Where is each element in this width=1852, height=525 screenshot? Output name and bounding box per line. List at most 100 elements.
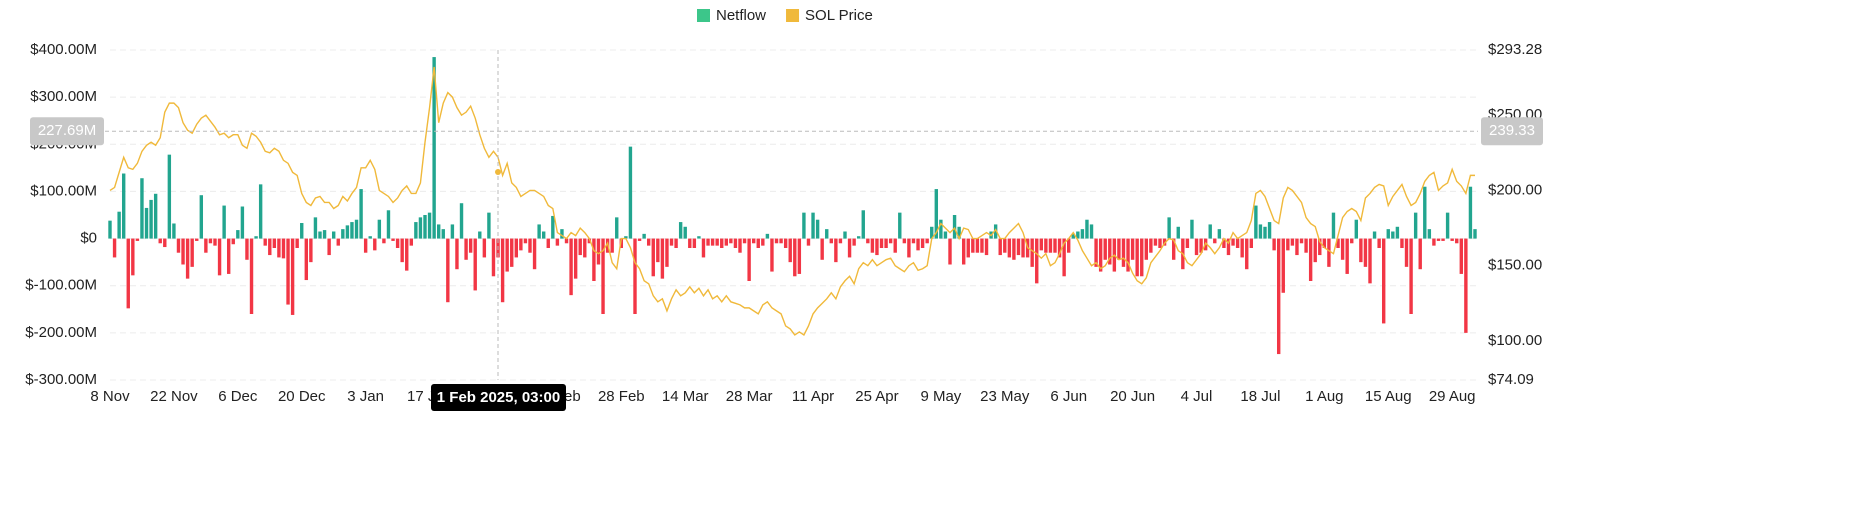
- crosshair-y-box: [30, 117, 104, 146]
- x-tick-label: 20 Dec: [278, 388, 326, 405]
- x-tick-label: 18 Jul: [1240, 388, 1280, 405]
- bar: [669, 238, 674, 246]
- y-tick-label: $-100.00M: [25, 277, 97, 294]
- bar: [729, 238, 733, 244]
- bar: [1331, 212, 1336, 239]
- bar: [181, 238, 185, 265]
- x-tick-label: 8 Nov: [90, 388, 130, 405]
- bar: [637, 238, 642, 241]
- bar: [263, 238, 267, 246]
- bar: [272, 238, 277, 248]
- bar: [1222, 238, 1226, 248]
- bar: [350, 222, 354, 239]
- x-tick-label: 29 Aug: [1429, 388, 1476, 405]
- bar: [1071, 233, 1075, 239]
- y-tick-label: $-300.00M: [25, 371, 97, 388]
- bar: [578, 238, 582, 256]
- bar: [1423, 186, 1427, 239]
- bar: [742, 238, 747, 244]
- bar: [295, 238, 299, 248]
- bar: [395, 238, 400, 248]
- bar: [478, 231, 482, 239]
- x-tick-label: 1 Aug: [1305, 388, 1343, 405]
- x-tick-label: 20 Jun: [1110, 388, 1155, 405]
- x-tick-label: 15 Aug: [1365, 388, 1412, 405]
- bar: [1395, 226, 1400, 239]
- bar: [961, 238, 966, 265]
- bar: [596, 238, 601, 265]
- bar: [592, 238, 596, 281]
- bar: [459, 203, 464, 239]
- bar: [318, 231, 322, 239]
- bar: [1240, 238, 1244, 258]
- bar: [980, 238, 984, 253]
- bar: [135, 238, 140, 241]
- bar: [1313, 238, 1317, 263]
- bar: [1126, 238, 1130, 272]
- bar: [1039, 238, 1044, 251]
- y-tick-label: $300.00M: [30, 88, 97, 105]
- bar: [537, 224, 541, 239]
- x-tick-label: 23 May: [980, 388, 1030, 405]
- bar: [1286, 238, 1290, 251]
- bar: [646, 238, 651, 246]
- bar: [386, 210, 391, 239]
- bar: [551, 215, 555, 239]
- bar: [441, 229, 445, 239]
- bar: [1436, 238, 1441, 241]
- bar: [363, 238, 368, 253]
- bar: [112, 238, 117, 258]
- bar: [1377, 238, 1381, 248]
- bar: [793, 238, 797, 277]
- bar: [884, 238, 888, 248]
- bar: [427, 212, 432, 239]
- bar: [277, 238, 281, 258]
- bar: [281, 238, 286, 259]
- bar: [131, 238, 135, 276]
- bar: [943, 231, 948, 239]
- bar: [336, 238, 340, 246]
- bar: [1404, 238, 1409, 267]
- bar: [1057, 238, 1062, 258]
- bar: [1432, 238, 1436, 246]
- bar: [688, 238, 692, 248]
- x-tick-label: 28 Mar: [726, 388, 773, 405]
- bar: [1130, 238, 1135, 260]
- bar: [1162, 238, 1167, 246]
- bar: [569, 238, 573, 296]
- bar: [1149, 238, 1153, 253]
- x-tick-label: 6 Dec: [218, 388, 258, 405]
- bar: [1226, 238, 1231, 256]
- bar: [1117, 238, 1121, 260]
- bar: [651, 238, 655, 277]
- bar: [1121, 238, 1126, 267]
- bar: [519, 238, 523, 251]
- bar: [738, 238, 742, 253]
- bar: [829, 238, 834, 244]
- bar: [487, 212, 491, 239]
- y-tick-label: $400.00M: [30, 41, 97, 58]
- bar: [1062, 238, 1066, 277]
- bar: [1350, 238, 1354, 244]
- bar: [715, 238, 719, 246]
- bar: [185, 238, 190, 279]
- bar: [564, 238, 569, 244]
- bar: [500, 238, 505, 303]
- bar: [236, 230, 240, 239]
- bar: [290, 238, 295, 315]
- x-tick-label: 3 Jan: [347, 388, 384, 405]
- bar: [331, 231, 336, 239]
- bar: [1003, 238, 1007, 253]
- bar: [158, 238, 162, 244]
- bar: [1327, 238, 1331, 267]
- bar: [222, 205, 226, 239]
- bar: [532, 238, 537, 270]
- bar: [720, 238, 724, 248]
- bar: [1199, 238, 1203, 253]
- y2-tick-label: $74.09: [1488, 371, 1534, 388]
- bar: [642, 233, 646, 239]
- bar: [167, 154, 172, 239]
- bar: [1308, 238, 1313, 281]
